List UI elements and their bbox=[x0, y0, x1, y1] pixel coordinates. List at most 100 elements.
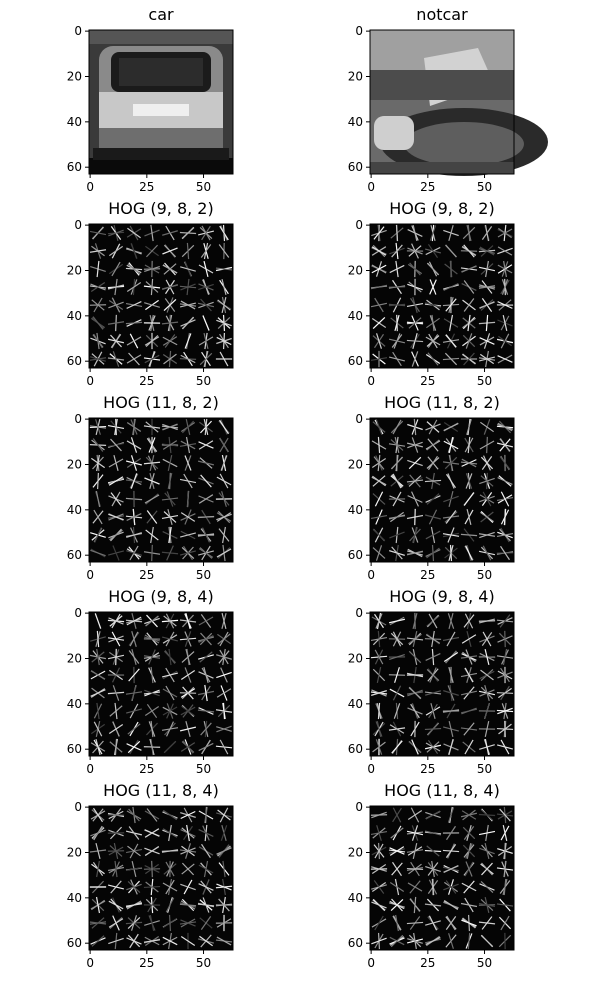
x-tick-label: 50 bbox=[477, 762, 492, 776]
y-tick-label: 60 bbox=[348, 936, 363, 950]
hog-image bbox=[370, 418, 514, 562]
y-tick-label: 0 bbox=[355, 24, 363, 38]
subplot-2: notcar 0 20 40 60 0 25 50 bbox=[348, 5, 548, 194]
car-image bbox=[89, 30, 233, 174]
axes-frame bbox=[369, 29, 515, 175]
y-tick-label: 60 bbox=[348, 548, 363, 562]
x-tick-label: 0 bbox=[86, 374, 94, 388]
x-tick-label: 50 bbox=[196, 956, 211, 970]
y-tick-label: 0 bbox=[355, 800, 363, 814]
y-tick-label: 20 bbox=[67, 457, 82, 471]
axes-frame bbox=[369, 805, 515, 951]
subplot-1: car 0 20 40 60 0 25 50 bbox=[67, 5, 234, 194]
y-tick-label: 60 bbox=[348, 160, 363, 174]
axes-frame bbox=[88, 805, 234, 951]
x-tick-label: 25 bbox=[139, 180, 154, 194]
y-tick-label: 40 bbox=[67, 891, 82, 905]
hog-image bbox=[370, 806, 514, 950]
x-tick-label: 50 bbox=[196, 762, 211, 776]
subplot-title: HOG (9, 8, 2) bbox=[108, 199, 213, 218]
subplot-title: car bbox=[148, 5, 174, 24]
x-tick-label: 0 bbox=[367, 956, 375, 970]
axes-frame bbox=[369, 611, 515, 757]
y-tick-label: 40 bbox=[67, 115, 82, 129]
axes-frame bbox=[369, 417, 515, 563]
y-tick-label: 0 bbox=[74, 800, 82, 814]
y-tick-label: 20 bbox=[348, 457, 363, 471]
x-tick-label: 25 bbox=[420, 568, 435, 582]
y-tick-label: 20 bbox=[67, 845, 82, 859]
subplot-title: HOG (11, 8, 4) bbox=[384, 781, 500, 800]
y-tick-label: 60 bbox=[348, 354, 363, 368]
x-tick-label: 25 bbox=[139, 568, 154, 582]
subplot-9: HOG (11, 8, 4) 0 20 40 60 0 25 50 bbox=[67, 781, 234, 970]
x-tick-label: 0 bbox=[367, 374, 375, 388]
subplot-7: HOG (9, 8, 4) 0 20 40 60 0 25 50 bbox=[67, 587, 234, 776]
subplot-4: HOG (9, 8, 2) 0 20 40 60 0 25 50 bbox=[348, 199, 515, 388]
axes-frame bbox=[88, 29, 234, 175]
axes-frame bbox=[88, 417, 234, 563]
hog-image bbox=[89, 612, 233, 756]
axes-frame bbox=[88, 223, 234, 369]
x-tick-label: 25 bbox=[420, 180, 435, 194]
x-tick-label: 0 bbox=[86, 568, 94, 582]
hog-image bbox=[89, 806, 233, 950]
y-tick-label: 20 bbox=[348, 263, 363, 277]
x-tick-label: 50 bbox=[477, 374, 492, 388]
x-tick-label: 25 bbox=[139, 374, 154, 388]
subplot-title: HOG (11, 8, 4) bbox=[103, 781, 219, 800]
x-tick-label: 0 bbox=[86, 956, 94, 970]
y-tick-label: 0 bbox=[74, 412, 82, 426]
x-tick-label: 0 bbox=[367, 762, 375, 776]
y-tick-label: 40 bbox=[348, 309, 363, 323]
y-tick-label: 40 bbox=[348, 115, 363, 129]
x-tick-label: 50 bbox=[477, 568, 492, 582]
subplot-6: HOG (11, 8, 2) 0 20 40 60 0 25 50 bbox=[348, 393, 515, 582]
x-tick-label: 0 bbox=[86, 180, 94, 194]
x-tick-label: 0 bbox=[86, 762, 94, 776]
y-tick-label: 60 bbox=[67, 354, 82, 368]
y-tick-label: 40 bbox=[67, 697, 82, 711]
x-tick-label: 50 bbox=[196, 180, 211, 194]
subplot-title: HOG (11, 8, 2) bbox=[384, 393, 500, 412]
y-tick-label: 0 bbox=[74, 24, 82, 38]
subplot-10: HOG (11, 8, 4) 0 20 40 60 0 25 50 bbox=[348, 781, 515, 970]
subplot-title: HOG (9, 8, 4) bbox=[108, 587, 213, 606]
hog-image bbox=[370, 224, 514, 368]
y-tick-label: 40 bbox=[67, 503, 82, 517]
y-tick-label: 0 bbox=[355, 218, 363, 232]
x-tick-label: 50 bbox=[196, 374, 211, 388]
x-tick-label: 25 bbox=[420, 374, 435, 388]
subplot-title: HOG (9, 8, 4) bbox=[389, 587, 494, 606]
hog-image bbox=[89, 224, 233, 368]
subplot-3: HOG (9, 8, 2) 0 20 40 60 0 25 50 bbox=[67, 199, 234, 388]
notcar-image bbox=[370, 30, 548, 176]
x-tick-label: 25 bbox=[420, 762, 435, 776]
x-tick-label: 50 bbox=[477, 180, 492, 194]
y-tick-label: 20 bbox=[348, 845, 363, 859]
y-tick-label: 20 bbox=[67, 651, 82, 665]
x-tick-label: 25 bbox=[139, 956, 154, 970]
y-tick-label: 40 bbox=[67, 309, 82, 323]
y-tick-label: 40 bbox=[348, 891, 363, 905]
y-tick-label: 20 bbox=[348, 651, 363, 665]
hog-image bbox=[370, 612, 514, 756]
x-tick-label: 50 bbox=[477, 956, 492, 970]
y-tick-label: 40 bbox=[348, 503, 363, 517]
y-tick-label: 60 bbox=[67, 936, 82, 950]
y-tick-label: 20 bbox=[67, 69, 82, 83]
axes-frame bbox=[369, 223, 515, 369]
y-tick-label: 0 bbox=[74, 218, 82, 232]
y-tick-label: 60 bbox=[67, 160, 82, 174]
y-tick-label: 20 bbox=[67, 263, 82, 277]
hog-image bbox=[89, 418, 233, 562]
subplot-title: HOG (11, 8, 2) bbox=[103, 393, 219, 412]
y-tick-label: 20 bbox=[348, 69, 363, 83]
y-tick-label: 60 bbox=[348, 742, 363, 756]
y-tick-label: 0 bbox=[355, 606, 363, 620]
subplot-title: HOG (9, 8, 2) bbox=[389, 199, 494, 218]
subplot-title: notcar bbox=[416, 5, 468, 24]
subplot-8: HOG (9, 8, 4) 0 20 40 60 0 25 50 bbox=[348, 587, 515, 776]
y-tick-label: 0 bbox=[355, 412, 363, 426]
